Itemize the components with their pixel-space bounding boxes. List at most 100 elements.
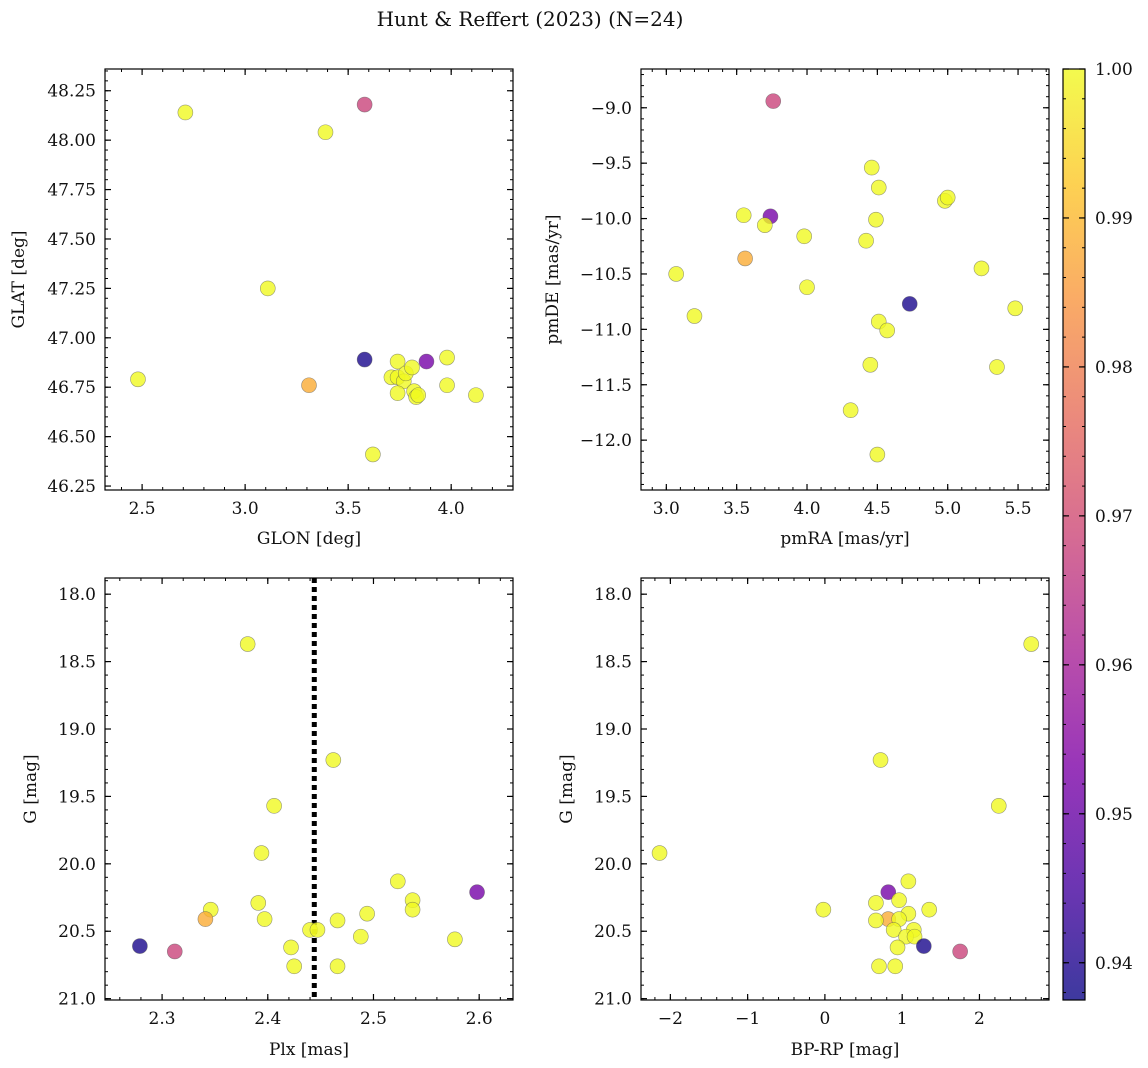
colorbar-gradient	[1063, 69, 1085, 1000]
scatter-point	[757, 217, 773, 234]
scatter-point	[239, 636, 256, 652]
x-axis-label: pmRA [mas/yr]	[780, 529, 909, 549]
scatter-point	[868, 211, 884, 228]
scatter-point	[735, 207, 752, 224]
x-tick-label: 2.4	[254, 1009, 281, 1029]
scatter-point	[253, 845, 270, 861]
scatter-point	[939, 189, 956, 206]
scatter-point	[410, 387, 427, 403]
scatter-point	[989, 359, 1005, 375]
scatter-point	[329, 912, 346, 929]
scatter-point	[197, 911, 214, 927]
y-tick-label: 18.5	[58, 653, 96, 673]
scatter-point	[901, 296, 918, 312]
scatter-point	[325, 752, 342, 768]
scatter-point	[799, 279, 815, 296]
x-tick-label: 2.5	[129, 499, 156, 519]
y-tick-label: 47.25	[47, 279, 96, 299]
y-tick-label: 20.5	[594, 922, 632, 942]
x-tick-label: 3.5	[723, 499, 750, 519]
scatter-point	[404, 901, 421, 918]
colorbar-tick-label: 0.97	[1095, 507, 1133, 527]
panel-glon-glat: 2.5 3.0 3.5 4.0 46.25 46.50 46.75 47.00 47.25 47.…	[9, 68, 514, 549]
scatter-point	[365, 446, 381, 463]
x-tick-label: 4.5	[864, 499, 891, 519]
scatter-point	[283, 939, 299, 956]
scatter-point	[880, 884, 897, 900]
x-axis-label: Plx [mas]	[269, 1040, 349, 1060]
figure-title: Hunt & Reffert (2023) (N=24)	[377, 7, 684, 31]
y-tick-label: 18.0	[58, 585, 96, 605]
y-tick-label: 48.00	[47, 131, 96, 151]
scatter-point	[863, 159, 880, 176]
scatter-point	[916, 938, 932, 954]
scatter-point	[868, 895, 884, 911]
x-tick-label: 5.5	[1005, 499, 1032, 519]
scatter-point	[891, 892, 907, 909]
x-tick-label: 3.0	[653, 499, 680, 519]
scatter-point	[796, 228, 813, 245]
x-tick-label: 5.0	[934, 499, 961, 519]
scatter-point	[468, 387, 484, 403]
scatter-point	[870, 179, 887, 196]
y-axis-label: pmDE [mas/yr]	[543, 214, 563, 344]
x-axis-label: GLON [deg]	[257, 529, 361, 549]
x-tick-label: −1	[735, 1009, 760, 1029]
x-tick-label: 4.0	[793, 499, 820, 519]
x-tick-label: 4.0	[438, 499, 465, 519]
scatter-point	[439, 377, 455, 394]
scatter-point	[1007, 300, 1024, 317]
scatter-point	[418, 353, 435, 370]
scatter-point	[668, 266, 684, 282]
scatter-point	[256, 911, 273, 927]
axes-frame	[104, 68, 514, 491]
y-tick-label: −11.5	[580, 376, 632, 396]
y-tick-label: 21.0	[58, 990, 96, 1010]
panel-pmra-pmde: 3.0 3.5 4.0 4.5 5.0 5.5 −12.0 −11.5 −11.0 −10.5 −1…	[543, 68, 1050, 549]
y-tick-label: 47.75	[47, 181, 96, 201]
axes-frame	[640, 577, 1050, 1001]
scatter-point	[952, 943, 968, 960]
y-tick-label: 46.75	[47, 378, 96, 398]
scatter-point	[329, 958, 346, 975]
scatter-point	[389, 385, 406, 401]
scatter-point	[301, 377, 317, 394]
colorbar-tick-label: 0.99	[1095, 209, 1133, 229]
scatter-point	[990, 798, 1007, 814]
scatter-point	[259, 280, 276, 297]
scatter-point	[879, 322, 896, 339]
panel-bprp-g: −2 −1 0 1 2 18.0 18.5 19.0 19.5 20.0 20.5 21.0 BP-RP…	[557, 577, 1050, 1060]
x-tick-label: 3.5	[335, 499, 362, 519]
y-tick-label: 19.5	[58, 787, 96, 807]
axes-frame	[104, 577, 514, 1001]
scatter-point	[250, 895, 267, 911]
colorbar-tick-label: 0.96	[1095, 656, 1133, 676]
y-tick-label: −10.0	[580, 210, 632, 230]
y-tick-label: 48.25	[47, 82, 96, 102]
x-tick-label: −2	[658, 1009, 683, 1029]
colorbar-tick-label: 0.98	[1095, 358, 1133, 378]
scatter-point	[132, 938, 148, 954]
scatter-point	[815, 901, 832, 918]
scatter-point	[858, 232, 874, 249]
y-axis-label: GLAT [deg]	[9, 230, 29, 328]
y-tick-label: −9.0	[591, 99, 632, 119]
colorbar: 0.94 0.95 0.96 0.97 0.98 0.99 1.00	[1062, 60, 1133, 1001]
scatter-point	[651, 845, 668, 861]
scatter-point	[309, 922, 326, 938]
scatter-point	[286, 958, 303, 975]
colorbar-ticks: 0.94 0.95 0.96 0.97 0.98 0.99 1.00	[1063, 60, 1133, 994]
scatter-point	[887, 958, 904, 975]
x-tick-label: 3.0	[232, 499, 259, 519]
scatter-point	[359, 905, 375, 922]
y-tick-label: 21.0	[594, 990, 632, 1010]
axes-frame	[640, 68, 1050, 491]
panel-plx-g: 2.3 2.4 2.5 2.6 18.0 18.5 19.0 19.5 20.0 20.5 21.0…	[21, 577, 514, 1060]
scatter-point	[404, 359, 420, 376]
scatter-point	[356, 351, 373, 368]
scatter-point	[1023, 636, 1040, 652]
x-axis-label: BP-RP [mag]	[791, 1040, 900, 1060]
scatter-point	[447, 931, 463, 948]
scatter-point	[352, 928, 369, 945]
